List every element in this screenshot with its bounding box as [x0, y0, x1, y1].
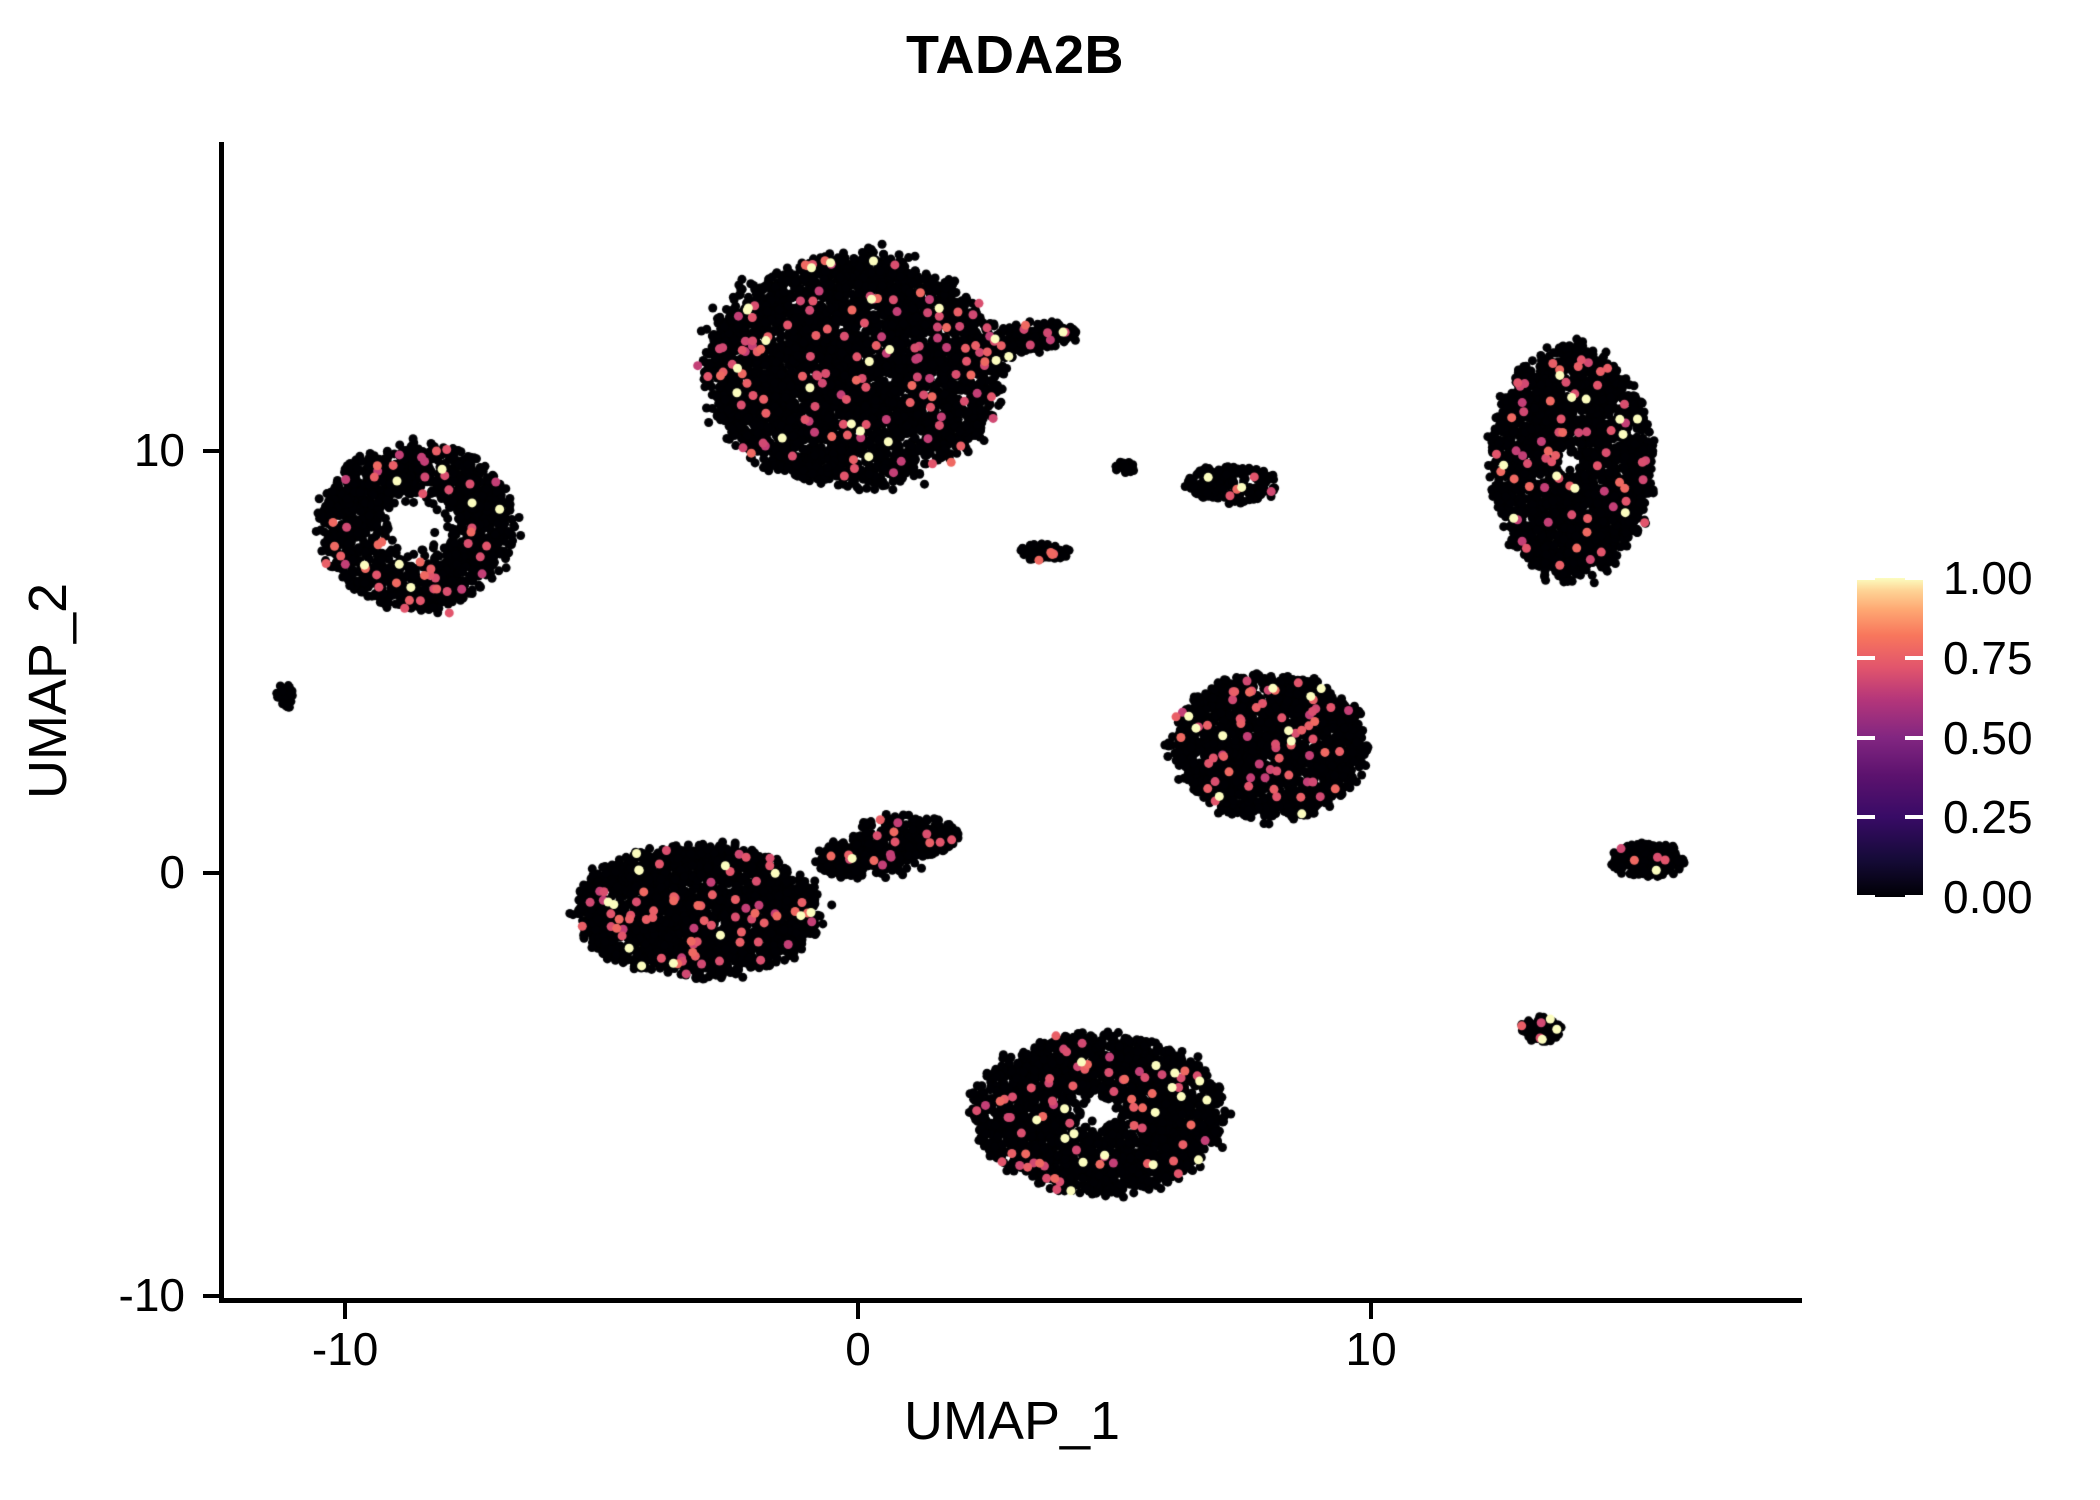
y-tick-label: 0 — [159, 846, 185, 899]
y-tick-mark — [203, 871, 219, 876]
y-tick-label: 10 — [133, 423, 185, 476]
x-tick-mark — [856, 1303, 861, 1319]
colorbar-tick-mark — [1905, 895, 1923, 899]
colorbar-tick-mark — [1905, 815, 1923, 820]
colorbar-tick-label: 0.50 — [1943, 711, 2033, 764]
colorbar-tick-mark — [1857, 815, 1875, 820]
colorbar-tick-label: 1.00 — [1943, 552, 2033, 604]
colorbar-tick-label: 0.25 — [1943, 791, 2033, 844]
x-tick-label: 10 — [1345, 1323, 1397, 1375]
colorbar-tick-mark — [1857, 735, 1875, 740]
colorbar-tick-mark — [1857, 655, 1875, 660]
colorbar-tick-label: 0.00 — [1943, 871, 2033, 923]
x-axis-title: UMAP_1 — [903, 1391, 1121, 1451]
page-title: TADA2B — [906, 25, 1124, 85]
x-tick-mark — [1369, 1303, 1374, 1319]
y-axis-line — [219, 142, 224, 1303]
y-tick-label: -10 — [118, 1268, 185, 1321]
colorbar-tick-mark — [1857, 895, 1875, 899]
x-tick-label: 0 — [845, 1323, 871, 1375]
colorbar-legend: 1.00 0.75 0.50 0.25 0.00 — [1857, 555, 2097, 920]
x-tick-label: -10 — [311, 1323, 379, 1375]
x-tick-mark — [343, 1303, 348, 1319]
plot-panel — [222, 142, 1802, 1300]
scatter-points-layer — [222, 142, 1802, 1300]
x-axis-line — [219, 1298, 1802, 1303]
colorbar-tick-mark — [1857, 576, 1875, 580]
y-tick-mark — [203, 1293, 219, 1298]
colorbar-tick-mark — [1905, 655, 1923, 660]
y-tick-mark — [203, 448, 219, 453]
colorbar-tick-mark — [1905, 576, 1923, 580]
colorbar-tick-mark — [1905, 735, 1923, 740]
y-axis-title: UMAP_2 — [18, 582, 78, 800]
colorbar-tick-label: 0.75 — [1943, 631, 2033, 684]
